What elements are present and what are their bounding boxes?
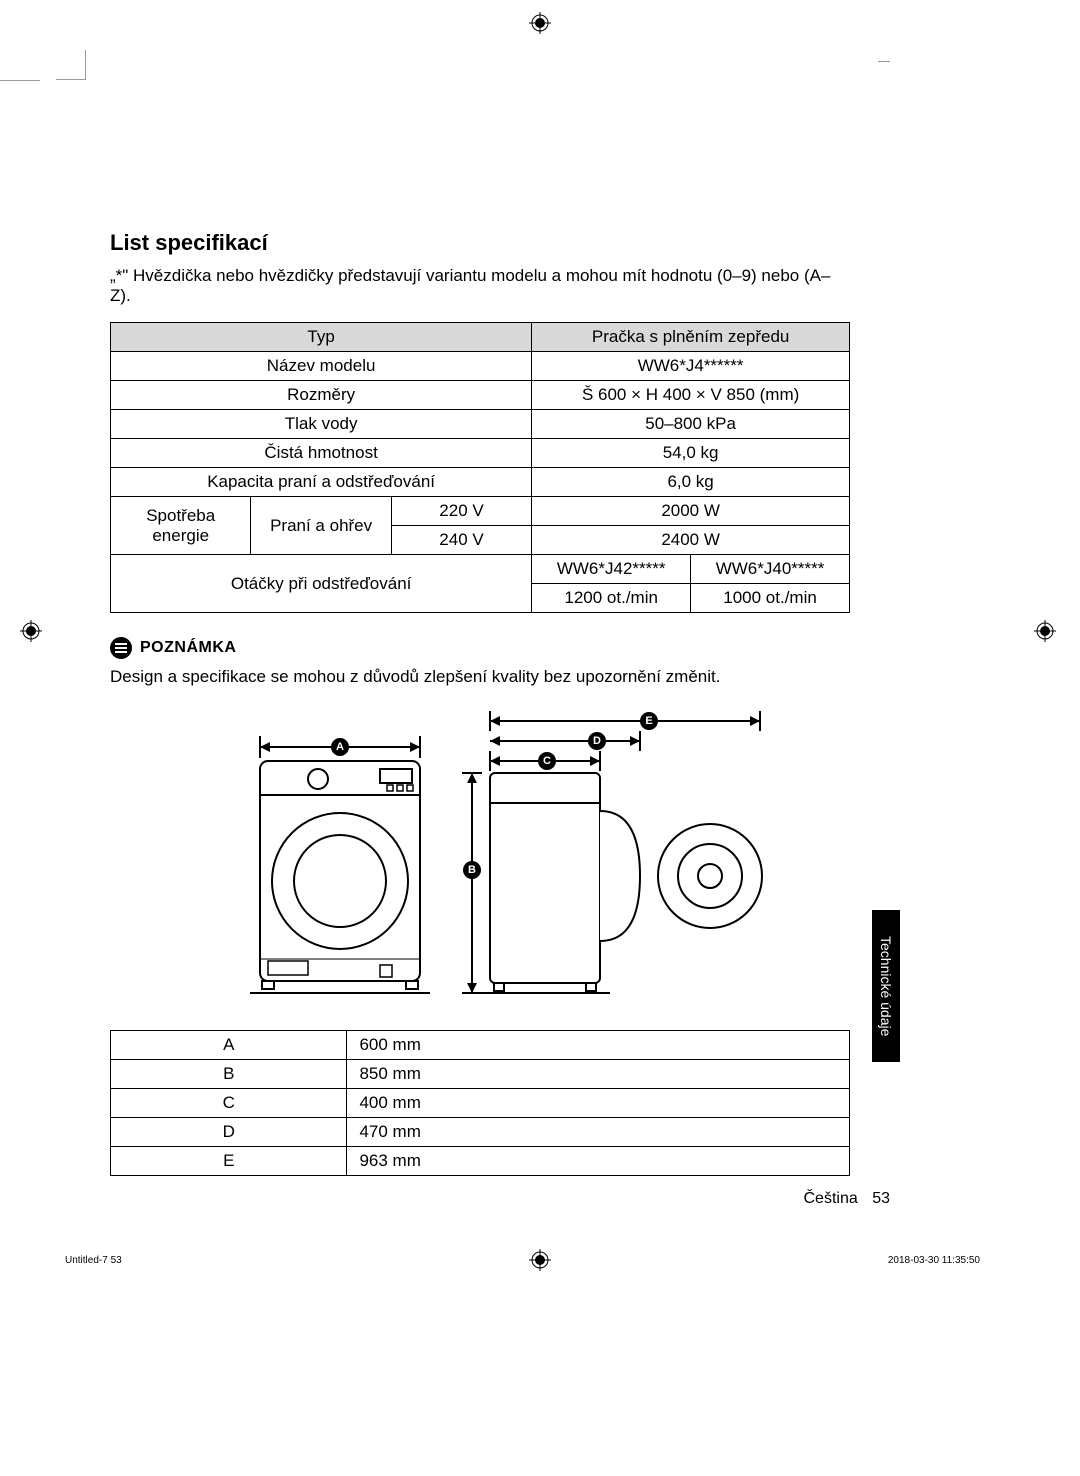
spec-value: 6,0 kg [532, 468, 850, 497]
note-text: Design a specifikace se mohou z důvodů z… [110, 667, 850, 687]
footer-page-number: 53 [872, 1190, 890, 1207]
registration-mark-icon [529, 12, 551, 34]
dim-val: 600 mm [347, 1031, 850, 1060]
dim-key: E [111, 1147, 347, 1176]
spec-rpm: 1000 ot./min [691, 584, 850, 613]
spec-label: Otáčky při odstřeďování [111, 555, 532, 613]
diagram-label-e: E [640, 712, 658, 730]
registration-mark-icon [20, 620, 42, 642]
page-footer: Čeština 53 [804, 1190, 891, 1208]
spec-watt: 2400 W [532, 526, 850, 555]
washer-side-diagram [460, 711, 780, 1001]
dim-val: 963 mm [347, 1147, 850, 1176]
dim-val: 850 mm [347, 1060, 850, 1089]
note-icon [110, 637, 132, 659]
spec-value: 54,0 kg [532, 439, 850, 468]
dimensions-table: A600 mm B850 mm C400 mm D470 mm E963 mm [110, 1030, 850, 1176]
specification-table: Typ Pračka s plněním zepředu Název model… [110, 322, 850, 613]
spec-model: WW6*J42***** [532, 555, 691, 584]
spec-header-left: Typ [111, 323, 532, 352]
footer-mark-left: Untitled-7 53 [65, 1255, 122, 1266]
dim-key: A [111, 1031, 347, 1060]
spec-volt: 220 V [391, 497, 531, 526]
dim-key: B [111, 1060, 347, 1089]
spec-model: WW6*J40***** [691, 555, 850, 584]
dim-val: 400 mm [347, 1089, 850, 1118]
crop-mark-icon [0, 80, 40, 81]
spec-label: Kapacita praní a odstřeďování [111, 468, 532, 497]
spec-label: Název modelu [111, 352, 532, 381]
spec-sublabel: Praní a ohřev [251, 497, 391, 555]
note-label: POZNÁMKA [140, 639, 236, 657]
section-heading: List specifikací [110, 230, 850, 256]
spec-watt: 2000 W [532, 497, 850, 526]
dim-key: D [111, 1118, 347, 1147]
section-subnote: „*" Hvězdička nebo hvězdičky představují… [110, 266, 850, 306]
footer-language: Čeština [804, 1190, 858, 1207]
spec-value: Š 600 × H 400 × V 850 (mm) [532, 381, 850, 410]
diagram-label-c: C [538, 752, 556, 770]
registration-mark-icon [1034, 620, 1056, 642]
dim-val: 470 mm [347, 1118, 850, 1147]
side-tab: Technické údaje [872, 910, 900, 1062]
dimension-diagrams: A [170, 711, 850, 1006]
diagram-label-a: A [331, 738, 349, 756]
crop-mark-icon [56, 50, 86, 80]
spec-label: Spotřeba energie [111, 497, 251, 555]
spec-value: 50–800 kPa [532, 410, 850, 439]
footer-mark-right: 2018-03-30 11:35:50 [888, 1255, 980, 1266]
spec-volt: 240 V [391, 526, 531, 555]
dim-key: C [111, 1089, 347, 1118]
diagram-label-d: D [588, 732, 606, 750]
spec-label: Tlak vody [111, 410, 532, 439]
spec-label: Čistá hmotnost [111, 439, 532, 468]
diagram-label-b: B [463, 861, 481, 879]
spec-header-right: Pračka s plněním zepředu [532, 323, 850, 352]
spec-value: WW6*J4****** [532, 352, 850, 381]
crop-mark-icon [878, 50, 890, 62]
spec-label: Rozměry [111, 381, 532, 410]
spec-rpm: 1200 ot./min [532, 584, 691, 613]
